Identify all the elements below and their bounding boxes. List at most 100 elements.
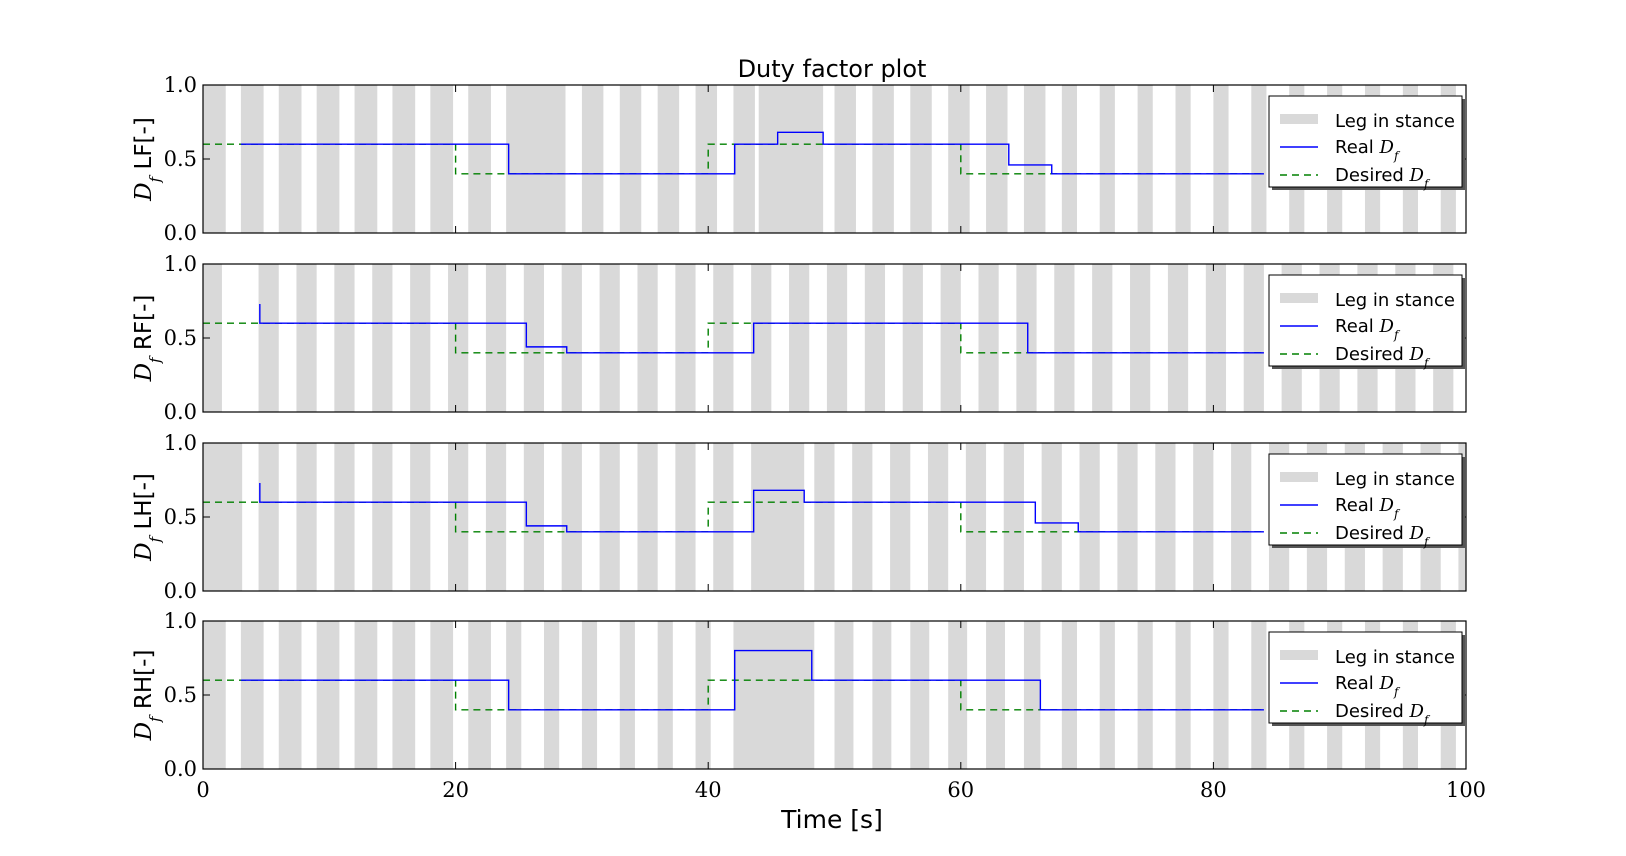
stance-span xyxy=(695,85,718,233)
legend-desired-symbol: D xyxy=(1409,344,1425,365)
ylabel-symbol: D xyxy=(131,363,157,382)
legend-real-label: Real Df xyxy=(1335,137,1401,163)
legend-stance-label: Leg in stance xyxy=(1335,290,1455,311)
stance-span xyxy=(1193,443,1214,591)
y-tick-label: 0.0 xyxy=(164,579,197,603)
legend-desired-label: Desired Df xyxy=(1335,165,1431,191)
stance-span xyxy=(599,443,620,591)
stance-span xyxy=(523,443,545,591)
stance-span xyxy=(814,443,835,591)
stance-span xyxy=(1213,621,1229,769)
y-tick-label: 0.5 xyxy=(164,505,197,529)
stance-span xyxy=(1023,85,1046,233)
panel-lf-desired-line xyxy=(203,143,1264,175)
stance-span xyxy=(1175,85,1191,233)
legend-desired-label: Desired Df xyxy=(1335,344,1431,370)
legend-stance-swatch xyxy=(1280,114,1318,124)
stance-span xyxy=(430,621,454,769)
stance-span xyxy=(902,264,923,412)
ylabel-text: LF[-] xyxy=(131,117,157,177)
stance-span xyxy=(637,264,658,412)
legend-desired-label: Desired Df xyxy=(1335,701,1431,727)
legend-real-subscript: f xyxy=(1393,685,1401,699)
legend-box xyxy=(1268,631,1463,724)
stance-span xyxy=(599,264,620,412)
stance-span xyxy=(1231,443,1252,591)
stance-span xyxy=(1092,264,1113,412)
stance-span xyxy=(1155,443,1176,591)
x-tick-label: 80 xyxy=(1200,778,1227,802)
panel-lf-stance-spans xyxy=(203,85,1456,233)
stance-span xyxy=(751,264,772,412)
y-tick-label: 0.0 xyxy=(164,400,197,424)
x-axis-label: Time [s] xyxy=(780,805,883,834)
ylabel-symbol: D xyxy=(131,722,157,741)
panel-rf-desired-line xyxy=(203,322,1264,354)
stance-span xyxy=(392,621,416,769)
stance-span xyxy=(675,264,696,412)
panel-lh-y-axis-label: Df LH[-] xyxy=(131,473,164,562)
panel-lh-desired-line xyxy=(203,501,1264,533)
stance-span xyxy=(1175,621,1191,769)
stance-span xyxy=(1167,264,1189,412)
x-tick-label: 0 xyxy=(196,778,209,802)
stance-span xyxy=(296,264,317,412)
stance-span xyxy=(1213,85,1229,233)
stance-span xyxy=(834,621,854,769)
stance-span xyxy=(733,621,815,769)
legend-desired-subscript: f xyxy=(1423,356,1431,370)
legend-desired-prefix: Desired xyxy=(1335,165,1410,186)
legend-real-symbol: D xyxy=(1379,137,1395,158)
legend-stance-swatch xyxy=(1280,472,1318,482)
legend-stance-label: Leg in stance xyxy=(1335,469,1455,490)
stance-span xyxy=(468,621,491,769)
legend-stance-label: Leg in stance xyxy=(1335,111,1455,132)
stance-span xyxy=(1251,85,1267,233)
panel-rh-desired-line xyxy=(203,679,1264,711)
stance-span xyxy=(852,443,873,591)
legend-real-label: Real Df xyxy=(1335,495,1401,521)
stance-span xyxy=(1061,621,1077,769)
legend-real-prefix: Real xyxy=(1335,673,1380,694)
ylabel-subscript: f xyxy=(146,355,164,364)
ylabel-text: RH[-] xyxy=(131,650,157,717)
chart-title: Duty factor plot xyxy=(738,55,927,83)
legend-desired-subscript: f xyxy=(1423,535,1431,549)
x-tick-label: 100 xyxy=(1446,778,1486,802)
panel-rf-stance-spans xyxy=(203,264,1454,412)
legend-real-symbol: D xyxy=(1379,673,1395,694)
legend-box xyxy=(1268,453,1463,546)
legend-real-symbol: D xyxy=(1379,316,1395,337)
y-tick-label: 0.5 xyxy=(164,683,197,707)
stance-span xyxy=(523,264,545,412)
stance-span xyxy=(1130,264,1151,412)
stance-span xyxy=(581,621,598,769)
stance-span xyxy=(240,85,264,233)
stance-span xyxy=(1003,443,1024,591)
ylabel-subscript: f xyxy=(146,534,164,543)
stance-span xyxy=(713,264,734,412)
y-tick-label: 0.0 xyxy=(164,757,197,781)
panel-rh-stance-spans xyxy=(203,621,1456,769)
ylabel-subscript: f xyxy=(146,174,164,183)
stance-span xyxy=(733,85,755,233)
legend-real-label: Real Df xyxy=(1335,316,1401,342)
stance-span xyxy=(506,85,566,233)
stance-span xyxy=(864,264,886,412)
legend-desired-symbol: D xyxy=(1409,165,1425,186)
stance-span xyxy=(1099,621,1115,769)
stance-span xyxy=(468,85,491,233)
y-tick-label: 0.5 xyxy=(164,147,197,171)
ylabel-text: RF[-] xyxy=(131,295,157,358)
legend-real-subscript: f xyxy=(1393,507,1401,521)
y-tick-label: 0.0 xyxy=(164,221,197,245)
legend-box xyxy=(1268,95,1463,188)
panel-lf-y-axis-label: Df LF[-] xyxy=(131,117,164,202)
